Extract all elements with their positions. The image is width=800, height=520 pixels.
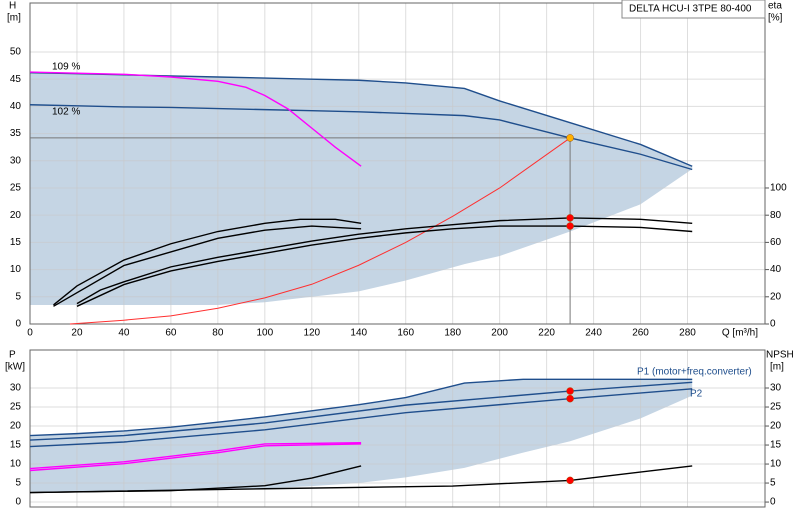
y2-tick-label: 0 <box>770 319 776 330</box>
x-tick-label: 220 <box>538 328 555 339</box>
y-tick-label: 30 <box>10 383 22 394</box>
y2-tick-label: 30 <box>770 383 782 394</box>
y2-axis-unit: [%] <box>768 13 783 24</box>
x-tick-label: 60 <box>165 328 177 339</box>
y2-tick-label: 20 <box>770 421 782 432</box>
operating-point <box>566 476 574 485</box>
y-tick-label: 30 <box>10 155 22 166</box>
x-tick-label: 100 <box>256 328 273 339</box>
operating-point <box>566 222 574 230</box>
curve <box>29 443 362 472</box>
y2-tick-label: 0 <box>770 497 776 508</box>
curve <box>76 217 693 305</box>
y-tick-label: 0 <box>15 319 21 330</box>
y-tick-label: 20 <box>10 421 22 432</box>
curve <box>29 378 693 437</box>
annotation: P1 (motor+freq.converter) <box>637 367 752 378</box>
curve <box>53 218 362 306</box>
x-axis-label: Q [m³/h] <box>722 328 758 339</box>
curve <box>29 381 693 441</box>
curve <box>29 388 693 448</box>
x-tick-label: 260 <box>632 328 649 339</box>
y2-tick-label: 10 <box>770 459 782 470</box>
y-tick-label: 10 <box>10 264 22 275</box>
x-tick-label: 0 <box>27 328 33 339</box>
y-tick-label: 45 <box>10 74 22 85</box>
x-tick-label: 80 <box>212 328 224 339</box>
x-tick-label: 280 <box>679 328 696 339</box>
y-tick-label: 25 <box>10 402 22 413</box>
y2-tick-label: 5 <box>770 478 776 489</box>
y-tick-label: 0 <box>15 497 21 508</box>
y-tick-label: 40 <box>10 101 22 112</box>
y2-tick-label: 60 <box>770 237 782 248</box>
y2-axis-label: eta <box>768 1 782 12</box>
curve <box>29 465 693 494</box>
y-tick-label: 5 <box>15 478 21 489</box>
x-tick-label: 40 <box>118 328 130 339</box>
operating-point <box>566 394 574 403</box>
operating-point <box>566 387 574 395</box>
y-axis-unit: [m] <box>7 13 21 24</box>
curve <box>29 104 693 171</box>
title-box <box>621 0 766 19</box>
plot-frame <box>29 349 766 508</box>
x-tick-label: 160 <box>397 328 414 339</box>
y-tick-label: 5 <box>15 291 21 302</box>
y2-axis-label: NPSH <box>766 350 794 361</box>
y2-tick-label: 100 <box>770 183 787 194</box>
y-tick-label: 50 <box>10 47 22 58</box>
x-tick-label: 180 <box>444 328 461 339</box>
y2-tick-label: 40 <box>770 264 782 275</box>
operating-point <box>566 214 574 222</box>
plot-frame <box>29 2 766 325</box>
y2-tick-label: 80 <box>770 210 782 221</box>
y-axis-label: H <box>9 1 16 12</box>
operating-envelope <box>30 72 693 305</box>
y-tick-label: 10 <box>10 459 22 470</box>
y-axis-unit: [kW] <box>5 362 25 373</box>
x-tick-label: 20 <box>71 328 83 339</box>
x-tick-label: 200 <box>491 328 508 339</box>
curve <box>69 137 571 325</box>
x-tick-label: 120 <box>303 328 320 339</box>
x-tick-label: 140 <box>350 328 367 339</box>
y-axis-label: P <box>9 350 16 361</box>
chart-title: DELTA HCU-I 3TPE 80-400 <box>629 4 752 15</box>
y2-tick-label: 25 <box>770 402 782 413</box>
curve-label: 102 % <box>52 106 80 117</box>
curve-label: 109 % <box>52 61 80 72</box>
y-tick-label: 25 <box>10 183 22 194</box>
y2-tick-label: 20 <box>770 291 782 302</box>
y-tick-label: 35 <box>10 128 22 139</box>
curve <box>53 225 362 307</box>
y-tick-label: 15 <box>10 237 22 248</box>
x-tick-label: 240 <box>585 328 602 339</box>
y2-tick-label: 15 <box>770 440 782 451</box>
operating-point <box>566 134 574 142</box>
y-tick-label: 20 <box>10 210 22 221</box>
annotation: P2 <box>690 389 703 400</box>
y-tick-label: 15 <box>10 440 22 451</box>
curve <box>29 71 362 167</box>
y2-axis-unit: [m] <box>770 362 784 373</box>
curve <box>29 442 362 470</box>
